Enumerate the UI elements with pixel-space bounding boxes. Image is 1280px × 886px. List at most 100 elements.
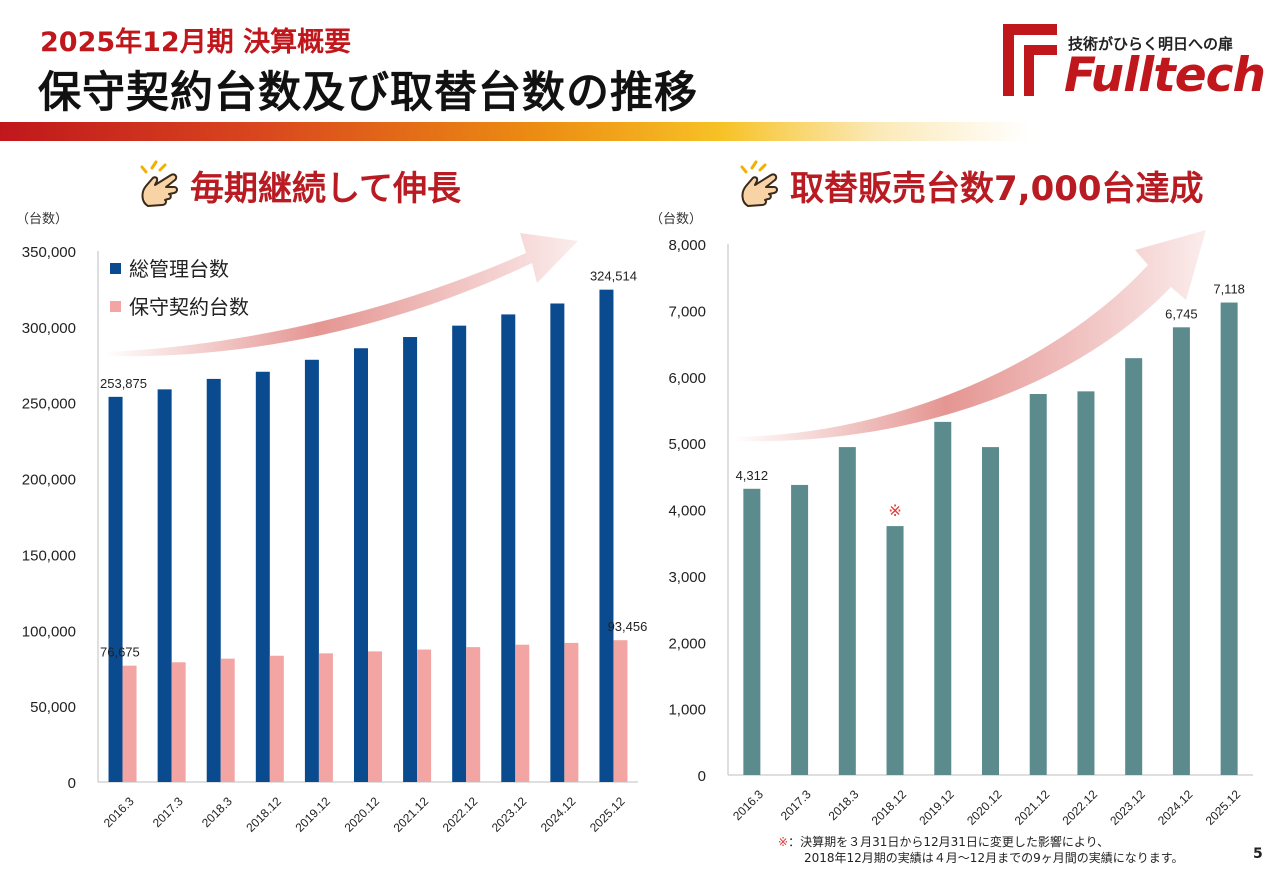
x-tick-label: 2018.3 <box>199 794 235 830</box>
bar <box>1172 327 1190 775</box>
right-headline: 取替販売台数7,000台達成 <box>738 160 1204 210</box>
y-tick-label: 0 <box>68 775 76 792</box>
y-tick-label: 50,000 <box>30 699 76 716</box>
bar <box>255 371 270 782</box>
y-tick-label: 350,000 <box>22 244 76 261</box>
bar <box>1220 302 1238 775</box>
page-title: 保守契約台数及び取替台数の推移 <box>38 68 698 118</box>
x-tick-label: 2018.12 <box>869 787 910 828</box>
asterisk-mark: ※ <box>888 503 901 520</box>
data-label: 253,875 <box>100 376 147 391</box>
x-tick-label: 2016.3 <box>730 787 766 823</box>
bar <box>220 658 235 782</box>
y-tick-label: 250,000 <box>22 396 76 413</box>
x-tick-label: 2017.3 <box>778 787 814 823</box>
legend-label: 保守契約台数 <box>129 296 249 319</box>
right-headline-text: 取替販売台数7,000台達成 <box>790 168 1204 209</box>
legend-label: 総管理台数 <box>129 258 229 281</box>
x-tick-label: 2025.12 <box>587 794 628 835</box>
footnote-line1: ：決算期を３月31日から12月31日に変更した影響により、 <box>788 835 1110 849</box>
x-tick-label: 2021.12 <box>391 794 432 835</box>
x-tick-label: 2022.12 <box>440 794 481 835</box>
bar <box>171 662 186 782</box>
logo-tagline: 技術がひらく明日への扉 <box>1068 35 1234 53</box>
growth-arrow-right <box>733 230 1206 442</box>
bar <box>886 526 904 775</box>
y-tick-label: 7,000 <box>668 303 706 320</box>
data-label: 324,514 <box>590 269 637 284</box>
pointing-hand-icon <box>740 160 778 207</box>
data-label: 6,745 <box>1165 306 1198 321</box>
bar <box>934 421 952 775</box>
y-tick-label: 300,000 <box>22 320 76 337</box>
bar <box>1077 391 1095 775</box>
x-tick-label: 2025.12 <box>1203 787 1244 828</box>
growth-arrow-left <box>104 233 578 357</box>
y-tick-label: 200,000 <box>22 472 76 489</box>
bar <box>318 653 333 782</box>
y-tick-label: 8,000 <box>668 237 706 254</box>
bar <box>1125 358 1143 775</box>
y-tick-label: 6,000 <box>668 370 706 387</box>
x-tick-label: 2021.12 <box>1012 787 1053 828</box>
bar <box>108 396 123 782</box>
footnote-mark: ※ <box>778 835 789 849</box>
left-headline: 毎期継続して伸長 <box>138 160 461 210</box>
left-headline-text: 毎期継続して伸長 <box>190 168 461 209</box>
bar <box>613 640 628 782</box>
bar <box>599 289 614 782</box>
header-gradient-bar <box>0 122 1030 141</box>
bar <box>1029 394 1047 775</box>
bar <box>838 447 856 775</box>
bar <box>501 314 516 782</box>
logo-wordmark: Fulltech <box>1064 48 1266 103</box>
x-tick-label: 2016.3 <box>101 794 137 830</box>
y-tick-label: 2,000 <box>668 635 706 652</box>
report-subtitle: 2025年12月期 決算概要 <box>40 27 352 58</box>
bar <box>466 647 481 782</box>
y-tick-label: 0 <box>698 768 706 785</box>
bar <box>515 644 530 782</box>
bar <box>368 651 382 782</box>
y-tick-label: 1,000 <box>668 702 706 719</box>
bar <box>122 665 137 782</box>
x-tick-label: 2017.3 <box>150 794 186 830</box>
bar <box>982 447 999 775</box>
x-tick-label: 2020.12 <box>342 794 383 835</box>
legend-swatch <box>110 263 121 274</box>
x-tick-label: 2018.3 <box>826 787 862 823</box>
x-tick-label: 2019.12 <box>292 794 333 835</box>
x-tick-label: 2024.12 <box>1155 787 1196 828</box>
x-tick-label: 2024.12 <box>538 794 579 835</box>
data-label: 7,118 <box>1213 282 1245 297</box>
y-tick-label: 3,000 <box>668 569 706 586</box>
bar <box>269 655 284 782</box>
pointing-hand-icon <box>140 160 178 207</box>
data-label: 76,675 <box>100 645 140 660</box>
x-tick-label: 2022.12 <box>1059 787 1100 828</box>
y-tick-label: 100,000 <box>22 623 76 640</box>
data-label: 93,456 <box>608 619 648 634</box>
x-tick-label: 2023.12 <box>1107 787 1148 828</box>
bar <box>304 359 319 782</box>
bar <box>206 378 221 782</box>
bar <box>354 348 368 782</box>
bar <box>550 303 565 782</box>
y-tick-label: 4,000 <box>668 503 706 520</box>
bar <box>452 325 467 782</box>
bar <box>417 649 432 782</box>
legend-swatch <box>110 301 121 312</box>
x-tick-label: 2019.12 <box>916 787 957 828</box>
bar <box>403 337 418 782</box>
y-tick-label: 150,000 <box>22 547 76 564</box>
bar <box>791 484 809 775</box>
footnote: ※：決算期を３月31日から12月31日に変更した影響により、 2018年12月期… <box>778 834 1184 866</box>
bar <box>157 389 172 782</box>
y-tick-label: 5,000 <box>668 436 706 453</box>
fulltech-logo-icon <box>1003 24 1057 96</box>
bar <box>564 642 579 782</box>
bar <box>743 488 761 775</box>
left-unit-label: （台数） <box>16 212 69 227</box>
right-unit-label: （台数） <box>650 212 703 227</box>
